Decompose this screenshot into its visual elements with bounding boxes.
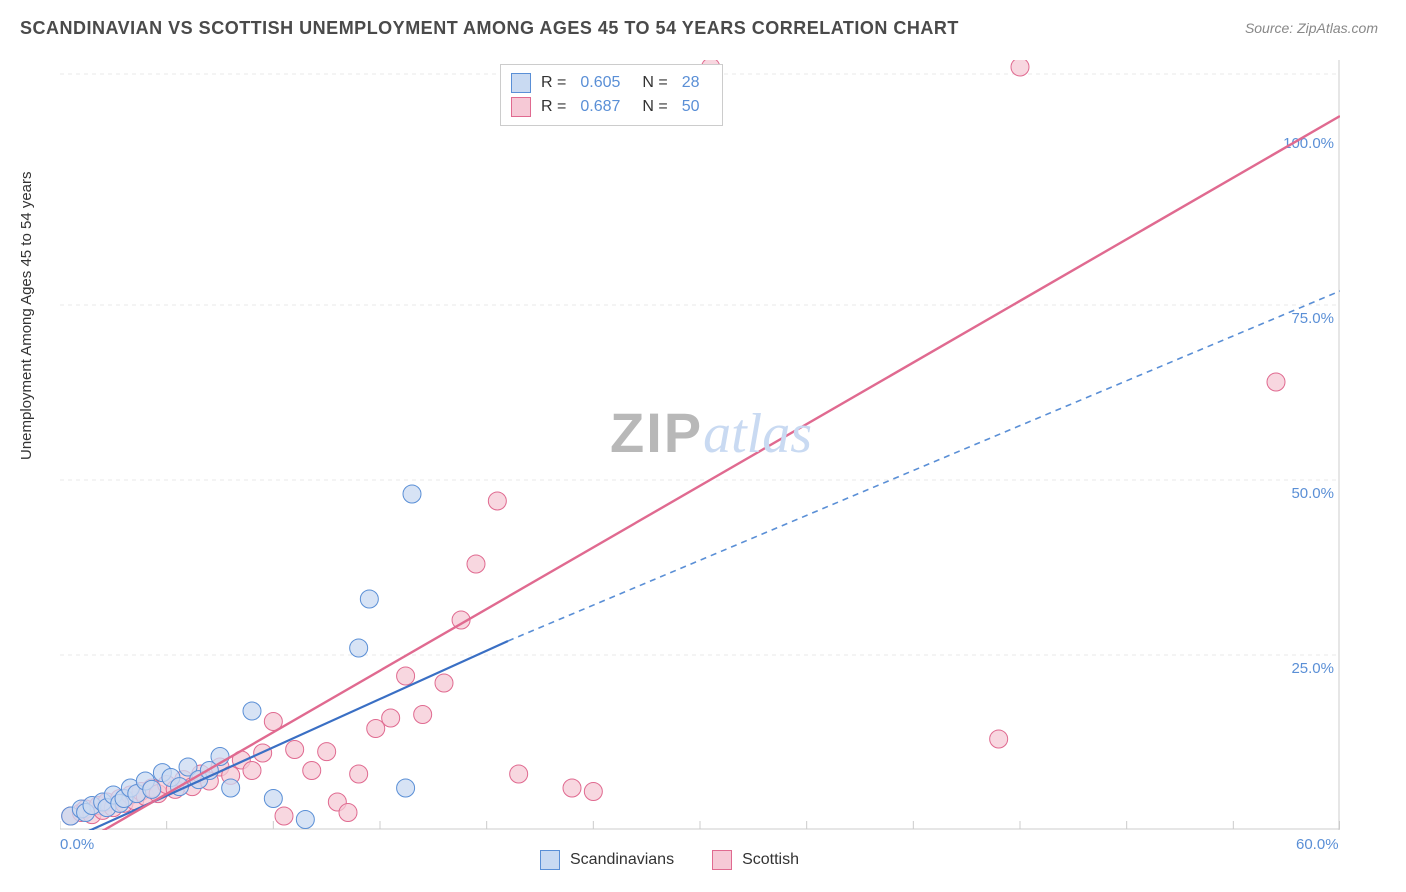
- legend-label-scottish: Scottish: [742, 851, 799, 869]
- n-label: N =: [642, 71, 667, 95]
- swatch-scandinavians: [511, 73, 531, 93]
- x-tick-label: 0.0%: [60, 836, 94, 853]
- r-value-scottish: 0.687: [580, 95, 620, 119]
- legend-label-scandinavians: Scandinavians: [570, 851, 674, 869]
- chart-container: SCANDINAVIAN VS SCOTTISH UNEMPLOYMENT AM…: [0, 0, 1406, 892]
- r-label: R =: [541, 71, 566, 95]
- r-label: R =: [541, 95, 566, 119]
- n-label: N =: [642, 95, 667, 119]
- stats-row-scandinavians: R = 0.605 N = 28: [511, 71, 712, 95]
- legend-swatch-scottish: [712, 850, 732, 870]
- svg-text:25.0%: 25.0%: [1291, 660, 1334, 677]
- chart-title: SCANDINAVIAN VS SCOTTISH UNEMPLOYMENT AM…: [20, 18, 959, 39]
- legend-swatch-scandinavians: [540, 850, 560, 870]
- n-value-scandinavians: 28: [682, 71, 700, 95]
- svg-text:50.0%: 50.0%: [1291, 485, 1334, 502]
- stats-legend-box: R = 0.605 N = 28 R = 0.687 N = 50: [500, 64, 723, 126]
- y-axis-label: Unemployment Among Ages 45 to 54 years: [18, 171, 35, 460]
- swatch-scottish: [511, 97, 531, 117]
- series-legend: Scandinavians Scottish: [540, 850, 799, 870]
- x-tick-label: 60.0%: [1296, 836, 1339, 853]
- n-value-scottish: 50: [682, 95, 700, 119]
- scatter-plot: 25.0%50.0%75.0%100.0%: [60, 60, 1340, 830]
- stats-row-scottish: R = 0.687 N = 50: [511, 95, 712, 119]
- source-attribution: Source: ZipAtlas.com: [1245, 20, 1378, 36]
- svg-text:75.0%: 75.0%: [1291, 310, 1334, 327]
- r-value-scandinavians: 0.605: [580, 71, 620, 95]
